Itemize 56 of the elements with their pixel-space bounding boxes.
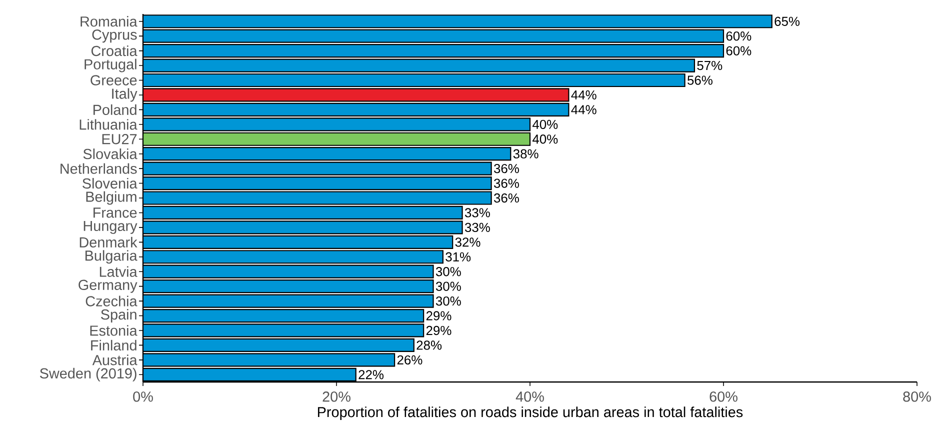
x-tick-label: 20% [322,392,350,402]
data-label: 28% [416,340,442,350]
data-label: 60% [726,31,752,41]
data-label: 26% [397,355,422,365]
data-label: 44% [571,105,596,114]
y-tick-label: Cyprus [92,30,137,43]
data-label: 29% [426,326,452,336]
data-label: 22% [358,370,384,380]
data-label: 36% [494,193,519,203]
y-tick-label: Greece [90,75,137,86]
x-tick-label: 80% [903,392,931,402]
y-tick-label: Sweden (2019) [40,368,136,382]
data-label: 44% [571,90,596,100]
y-tick-label: Hungary [84,220,138,234]
data-label: 29% [426,311,452,320]
y-tick-label: Italy [112,88,138,102]
x-axis-title: Proportion of fatalities on roads inside urban areas in total fatalities [318,406,743,420]
y-tick-label: Slovenia [82,178,138,189]
y-tick-label: Denmark [80,236,138,248]
y-tick-label: France [94,208,137,218]
data-label: 40% [532,120,558,129]
x-tick-label: 40% [516,392,544,402]
y-tick-label: Germany [78,280,138,293]
data-label: 32% [455,238,480,247]
data-label: 65% [774,16,800,26]
data-label: 40% [532,134,558,144]
data-label: 57% [697,60,722,70]
data-label: 36% [494,178,519,188]
data-label: 31% [446,252,471,262]
y-tick-label: Croatia [91,46,138,56]
y-tick-label: Portugal [84,58,136,72]
y-tick-label: EU27 [102,134,137,144]
y-tick-label: Belgium [86,191,136,205]
data-label: 30% [436,282,461,291]
x-tick-label: 0% [133,392,153,402]
y-tick-label: Romania [80,16,138,27]
data-label: 30% [436,267,461,276]
data-label: 60% [726,46,752,56]
data-label: 30% [436,296,461,306]
data-label: 33% [464,208,490,218]
y-tick-label: Lithuania [80,119,138,130]
y-tick-label: Czechia [86,296,138,306]
y-tick-label: Austria [92,354,138,366]
data-label: 38% [513,149,538,158]
y-tick-label: Poland [94,104,136,115]
y-tick-label: Bulgaria [85,250,138,264]
y-tick-label: Estonia [90,325,138,336]
data-label: 33% [464,222,490,232]
data-label: 36% [494,164,519,174]
data-label: 56% [688,76,712,85]
y-tick-label: Latvia [100,266,138,277]
y-tick-label: Slovakia [83,148,138,160]
y-tick-label: Finland [91,340,136,351]
y-tick-label: Spain [101,309,136,322]
x-tick-label: 60% [710,392,738,402]
y-tick-label: Netherlands [60,163,137,174]
